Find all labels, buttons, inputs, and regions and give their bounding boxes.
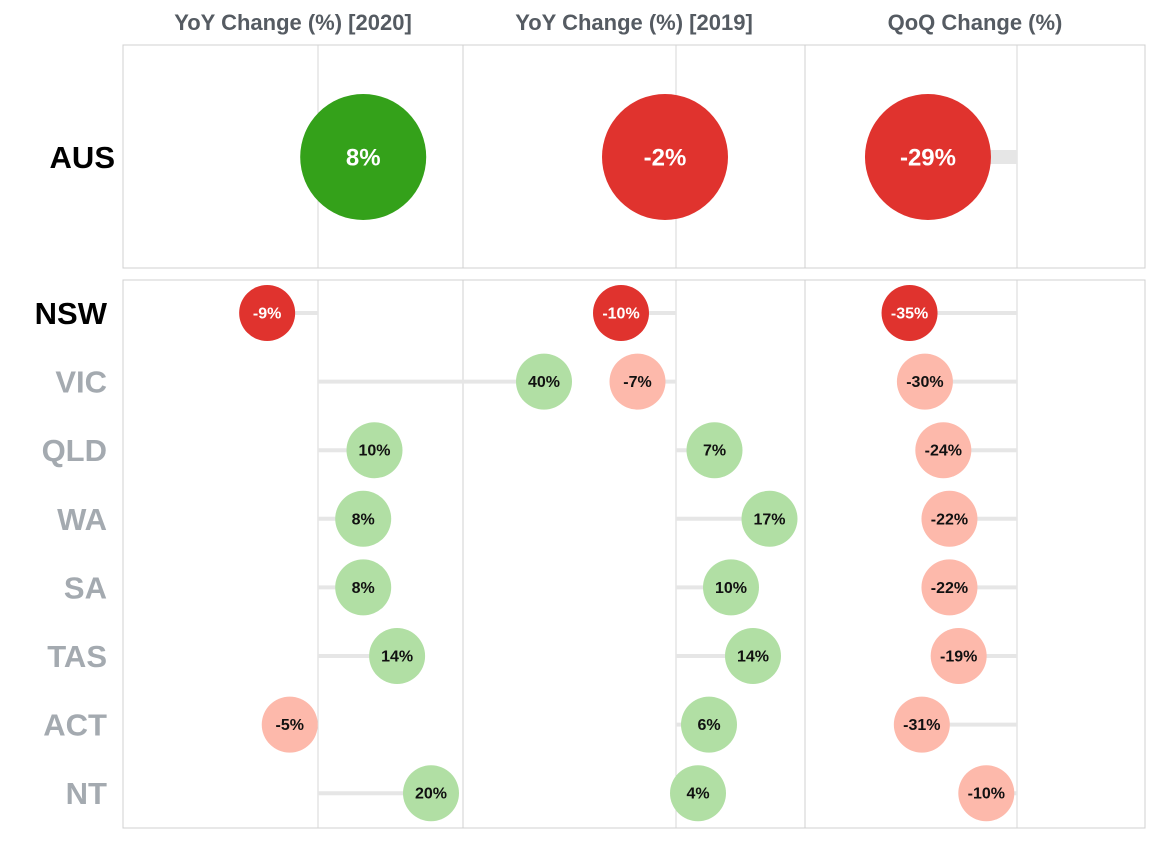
qld-col1-label: 10% [358,443,390,460]
row-label-act: ACT [43,708,107,743]
row-label-qld: QLD [42,433,107,468]
act-col3-label: -31% [903,717,940,734]
nsw-col3-label: -35% [891,306,928,323]
qld-col2-label: 7% [703,443,726,460]
row-label-sa: SA [64,570,107,605]
aus-col1-dot [300,94,427,220]
tas-col1-label: 14% [381,649,413,666]
act-col2-label: 6% [697,717,720,734]
tas-col3-label: -19% [940,649,977,666]
vic-col1-label: 40% [528,374,560,391]
qld-col3-dot [915,422,972,479]
sa-col3-label: -22% [931,580,968,597]
nt-col2-label: 4% [686,786,709,803]
row-label-aus: AUS [50,140,115,175]
aus-col2-label: -2% [644,145,687,172]
nt-col1-dot [403,765,459,822]
national-panel-border [122,44,1146,269]
tas-col2-label: 14% [737,649,769,666]
nt-col2-dot [670,765,726,822]
qld-col1-dot [346,422,403,479]
aus-col1-label: 8% [346,145,381,172]
row-label-nt: NT [66,776,107,811]
column-title-1: YoY Change (%) [2020] [174,10,412,35]
act-col1-label: -5% [276,717,304,734]
vic-col1-dot [516,353,572,410]
sa-col1-label: 8% [352,580,375,597]
row-label-tas: TAS [47,639,107,674]
nsw-col2-dot [593,285,649,341]
nsw-col1-label: -9% [253,306,281,323]
aus-col3-label: -29% [900,145,956,172]
sa-col2-dot [703,559,759,616]
wa-col3-dot [921,490,978,547]
column-title-3: QoQ Change (%) [888,10,1063,35]
wa-col1-dot [335,490,392,547]
wa-col2-label: 17% [753,511,785,528]
tas-col1-dot [369,628,426,684]
vic-col3-label: -30% [906,374,943,391]
wa-col3-label: -22% [931,511,968,528]
column-title-2: YoY Change (%) [2019] [515,10,753,35]
aus-col3-dot [864,94,991,220]
nt-col1-label: 20% [415,786,447,803]
vic-col3-dot [896,353,953,410]
qld-col3-label: -24% [925,443,962,460]
vic-col2-label: -7% [623,374,651,391]
act-col3-dot [893,696,950,753]
nsw-col3-dot [881,285,938,341]
sa-col1-dot [335,559,392,616]
sa-col3-dot [921,559,978,616]
row-label-vic: VIC [55,365,107,400]
act-col2-dot [681,696,737,753]
nt-col3-label: -10% [968,786,1005,803]
nt-col3-dot [958,765,1015,822]
vic-col2-dot [609,353,666,410]
tas-col3-dot [930,628,987,684]
wa-col2-dot [741,490,798,547]
state-panel-border [122,279,1146,829]
nsw-col1-dot [239,285,296,341]
row-label-nsw: NSW [35,296,108,331]
wa-col1-label: 8% [352,511,375,528]
qld-col2-dot [686,422,743,479]
aus-col2-dot [602,94,728,220]
tas-col2-dot [725,628,781,684]
nsw-col2-label: -10% [602,306,639,323]
act-col1-dot [261,696,318,753]
sa-col2-label: 10% [715,580,747,597]
row-label-wa: WA [57,502,107,537]
